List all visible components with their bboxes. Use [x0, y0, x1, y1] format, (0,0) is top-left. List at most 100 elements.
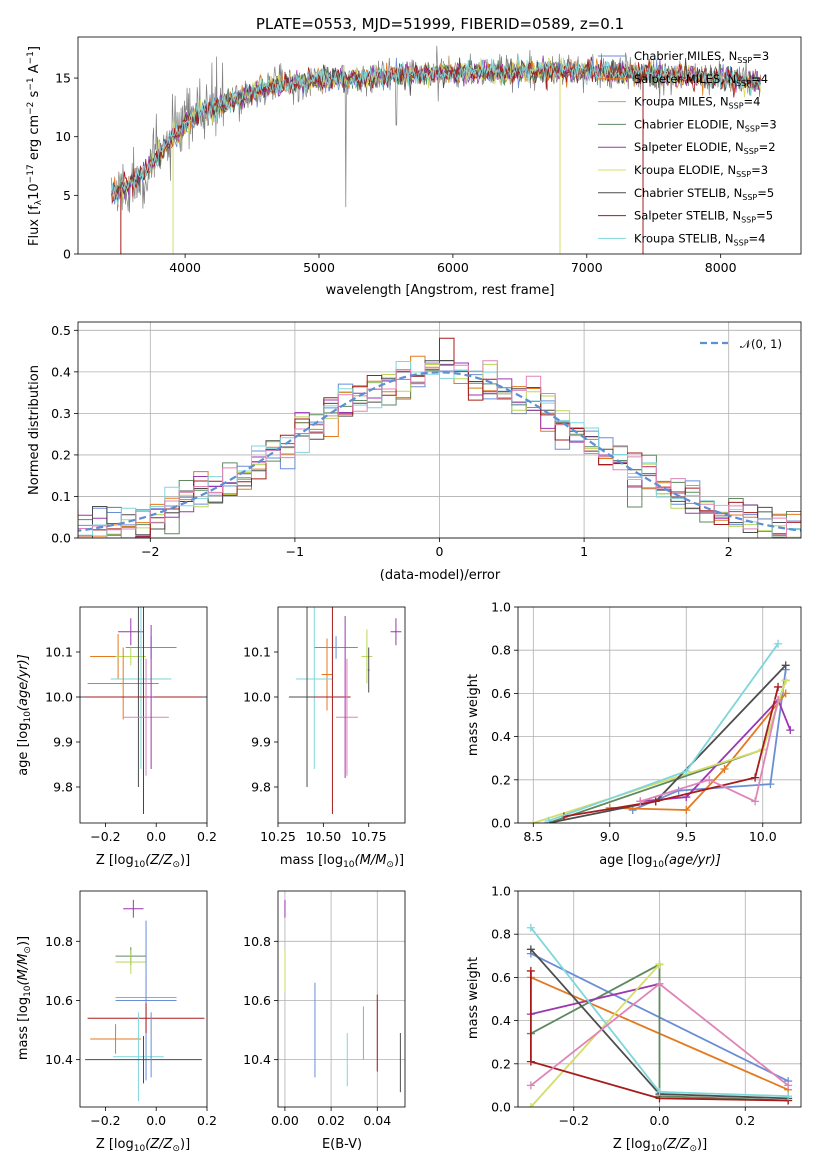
ageZ-xlabel: Z [log10(Z/Z⊙)]	[96, 853, 190, 870]
massweight-marker	[544, 816, 553, 823]
axes-frame	[517, 890, 802, 1108]
age-vs-mass-panel: mass [log10(M/M⊙)] 10.25 10.50 10.75 9.8 9.9…	[243, 606, 406, 870]
massweight-vs-Z-panel: Z [log10(Z/Z⊙)] mass weight −0.2 0.0 0.2 0.…	[466, 884, 802, 1154]
massweight-marker	[774, 682, 783, 691]
mwZ-ylabel: mass weight	[466, 957, 481, 1039]
spectrum-legend: Chabrier MILES, NSSP=3 Salpeter MILES, NS…	[598, 49, 777, 247]
x-tick-label: 9.0	[600, 829, 620, 844]
x-tick-label: 10.25	[260, 829, 296, 844]
ageZ-ylabel: age [log10(age/yr)]	[16, 654, 33, 776]
y-tick-label: 0.4	[491, 1013, 511, 1028]
massweight-marker	[705, 775, 714, 784]
massweight-marker	[781, 661, 790, 670]
ageZ-errorbar	[87, 647, 159, 720]
massweight-marker	[781, 689, 790, 698]
legend-label: Salpeter ELODIE, NSSP=2	[634, 140, 776, 156]
massweight-Z-marker	[655, 960, 664, 969]
massweight-marker	[786, 726, 795, 735]
ageZ-errorbar	[115, 647, 147, 666]
x-tick-label: 0.02	[317, 1113, 345, 1128]
axes: 4000 5000 6000 7000 8000 0 5 10 15	[55, 36, 802, 275]
ageMass-errorbar	[296, 607, 333, 769]
y-tick-label: 0.4	[51, 364, 71, 379]
massweight-marker	[682, 806, 691, 815]
ageMass-errorbar	[367, 647, 370, 693]
axes: 8.5 9.0 9.5 10.0 0.0 0.2 0.4 0.6 0.8 1.0	[491, 600, 802, 844]
massweight-marker	[682, 767, 691, 776]
massweight-marker	[781, 676, 790, 685]
plot-area	[80, 607, 207, 814]
x-tick-label: 9.5	[676, 829, 696, 844]
massweight-marker	[751, 797, 760, 806]
massweight-Z-marker	[784, 1092, 793, 1101]
y-tick-label: 9.9	[53, 735, 73, 750]
gaussian-curve	[78, 371, 801, 532]
mwAge-xlabel: age [log10(age/yr)]	[599, 853, 721, 870]
massZ-errorbar	[85, 1035, 202, 1084]
y-tick-label: 5	[63, 188, 71, 203]
axes: −0.2 0.0 0.2 10.4 10.6 10.8	[45, 890, 217, 1128]
massweight-marker	[651, 797, 660, 806]
massweight-marker	[636, 797, 645, 806]
axes: −0.2 0.0 0.2 9.8 9.9 10.0 10.1	[45, 606, 217, 844]
mass-vs-Z-panel: Z [log10(Z/Z⊙)] mass [log10(M/M⊙)] −0.2 0…	[16, 890, 217, 1154]
y-tick-label: 0.1	[51, 489, 71, 504]
axes: −0.2 0.0 0.2 0.0 0.2 0.4 0.6 0.8 1.0	[491, 884, 802, 1128]
y-tick-label: 0.8	[491, 927, 511, 942]
y-tick-label: 0.4	[491, 729, 511, 744]
massweight-marker	[720, 765, 729, 773]
x-tick-label: −0.2	[90, 1113, 120, 1128]
histogram-ylabel: Normed distribution	[27, 365, 42, 495]
x-tick-label: 0.0	[146, 1113, 166, 1128]
x-tick-label: 0.2	[735, 1113, 755, 1128]
y-tick-label: 0.2	[491, 1056, 511, 1071]
histogram-xlabel: (data-model)/error	[380, 568, 501, 583]
massZ-ylabel: mass [log10(M/M⊙)]	[16, 936, 33, 1060]
massweight-Z-marker	[526, 1057, 535, 1066]
axes: 0.00 0.02 0.04 10.4 10.6 10.8	[243, 890, 406, 1128]
plot-area	[85, 899, 205, 1102]
plot-area	[284, 899, 401, 1093]
spectrum-title: PLATE=0553, MJD=51999, FIBERID=0589, z=0…	[256, 15, 624, 33]
axes: 10.25 10.50 10.75 9.8 9.9 10.0 10.1	[243, 606, 406, 844]
mwZ-xlabel: Z [log10(Z/Z⊙)]	[613, 1137, 707, 1154]
y-tick-label: 0	[63, 247, 71, 262]
legend-label: Chabrier MILES, NSSP=3	[634, 49, 769, 65]
axes-frame	[79, 606, 208, 824]
y-tick-label: 10.1	[45, 645, 73, 660]
x-tick-label: −0.2	[559, 1113, 589, 1128]
massZ-errorbar	[87, 1003, 205, 1034]
massweight-marker	[774, 639, 783, 648]
x-tick-label: 6000	[437, 260, 469, 275]
y-tick-label: 10	[55, 129, 71, 144]
x-tick-label: 4000	[169, 260, 201, 275]
ageZ-errorbar	[123, 658, 169, 776]
histogram-panel: (data-model)/error Normed distribution 𝒩…	[27, 321, 802, 583]
massweight-marker	[529, 819, 538, 823]
massEbv-xlabel: E(B-V)	[322, 1137, 362, 1152]
x-tick-label: 0.2	[197, 829, 217, 844]
plot-area	[78, 337, 801, 538]
y-tick-label: 0.6	[491, 686, 511, 701]
spectrum-xlabel: wavelength [Angstrom, rest frame]	[326, 283, 555, 298]
legend-label: Salpeter STELIB, NSSP=5	[634, 209, 773, 225]
grid-lines	[78, 322, 801, 539]
x-tick-label: 10.75	[351, 829, 387, 844]
x-tick-label: 1	[580, 544, 588, 559]
y-tick-label: 1.0	[491, 600, 511, 615]
x-tick-label: 10.50	[305, 829, 341, 844]
y-tick-label: 10.8	[243, 934, 271, 949]
x-tick-label: 0	[436, 544, 444, 559]
x-tick-label: 7000	[571, 260, 603, 275]
ageMass-errorbar	[361, 629, 373, 684]
ageMass-errorbar	[314, 636, 358, 659]
y-tick-label: 0.5	[51, 323, 71, 338]
y-tick-label: 10.6	[243, 993, 271, 1008]
grid-lines	[518, 606, 801, 824]
ageMass-errorbar	[390, 618, 402, 646]
histogram-series	[78, 361, 801, 538]
legend-label: Kroupa MILES, NSSP=4	[634, 95, 760, 111]
plot-area	[529, 639, 795, 823]
x-tick-label: 0.2	[197, 1113, 217, 1128]
